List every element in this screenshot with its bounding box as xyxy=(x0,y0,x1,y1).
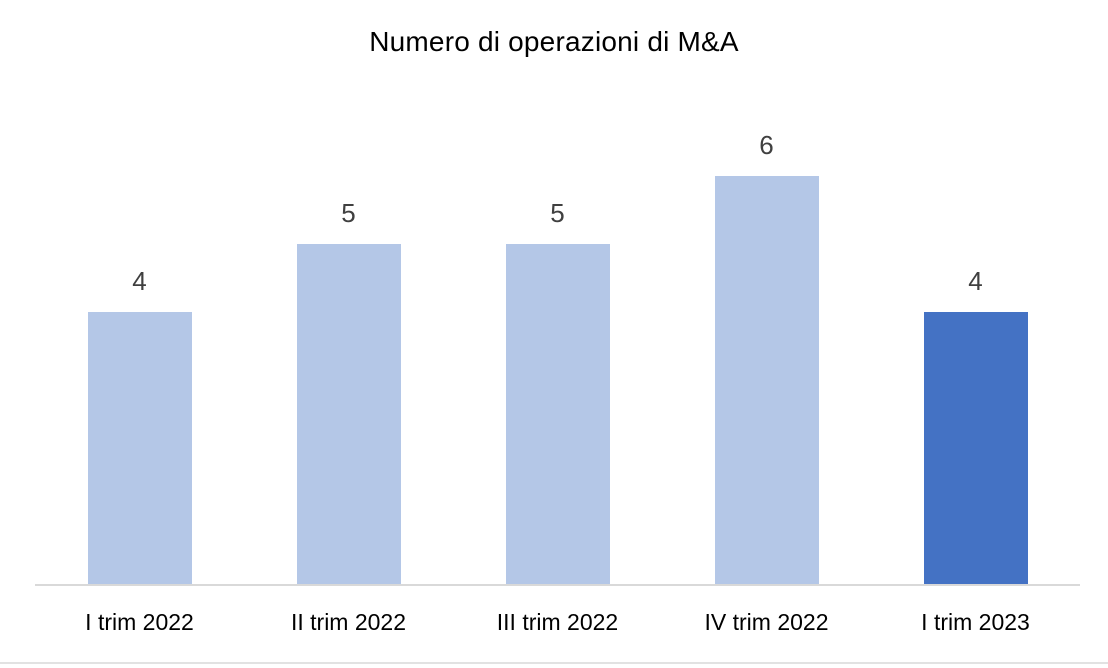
bar-group: 5 xyxy=(244,90,453,584)
plot-area: 4 5 5 6 4 xyxy=(35,90,1080,586)
x-axis-labels: I trim 2022 II trim 2022 III trim 2022 IV t… xyxy=(35,606,1080,638)
bar xyxy=(296,244,401,584)
bar-group: 5 xyxy=(453,90,662,584)
bar-value-label: 5 xyxy=(550,198,565,228)
bar-value-label: 4 xyxy=(132,266,147,296)
x-axis-category-label: I trim 2022 xyxy=(85,609,194,635)
bar xyxy=(87,312,192,584)
bar xyxy=(923,312,1028,584)
bar xyxy=(714,176,819,584)
bar xyxy=(505,244,610,584)
bar-group: 4 xyxy=(871,90,1080,584)
bar-group: 6 xyxy=(662,90,871,584)
bar-value-label: 5 xyxy=(341,198,356,228)
bottom-divider xyxy=(0,662,1108,664)
chart-title: Numero di operazioni di M&A xyxy=(369,26,739,57)
x-axis-category-label: I trim 2023 xyxy=(921,609,1030,635)
x-axis-category-label: IV trim 2022 xyxy=(704,609,829,635)
bar-value-label: 4 xyxy=(968,266,983,296)
bar-group: 4 xyxy=(35,90,244,584)
bar-value-label: 6 xyxy=(759,130,774,160)
x-axis-category-label: II trim 2022 xyxy=(290,609,407,635)
x-axis-category-label: III trim 2022 xyxy=(496,609,619,635)
